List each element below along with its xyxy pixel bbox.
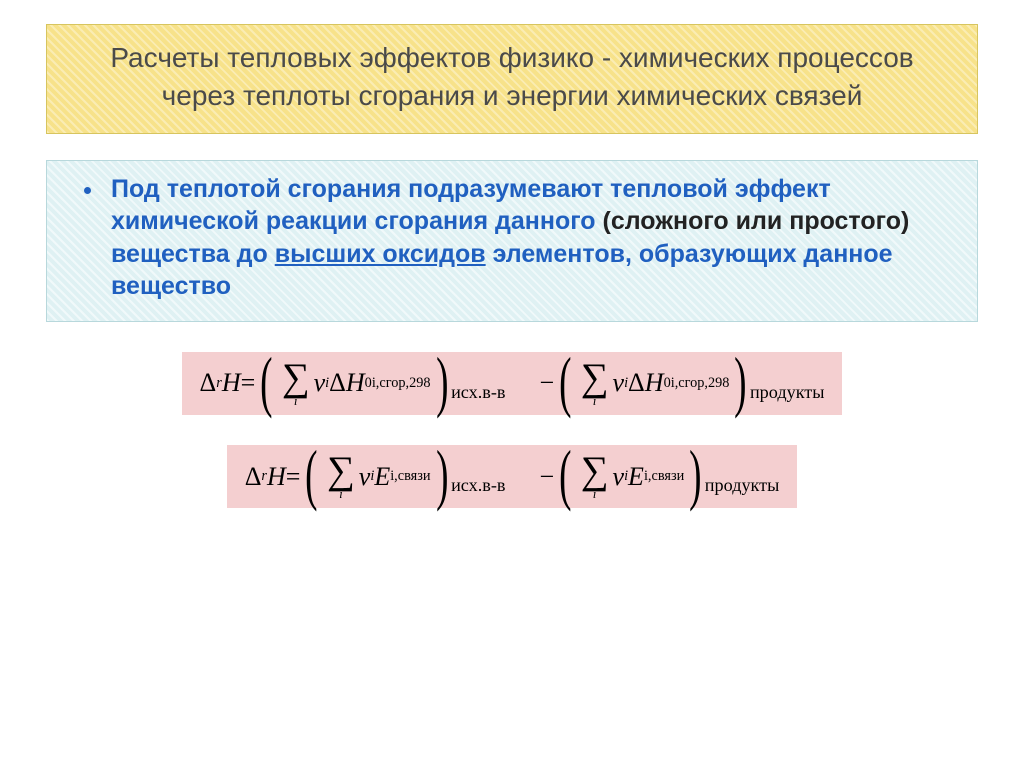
definition-box: Под теплотой сгорания подразумевают тепл… xyxy=(46,160,978,322)
slide-title: Расчеты тепловых эффектов физико - химич… xyxy=(46,24,978,134)
def-paren: (сложного или простого) xyxy=(603,207,910,235)
def-mid: вещества до xyxy=(111,240,275,268)
def-underline: высших оксидов xyxy=(275,240,486,268)
formula-bond-energy: ΔrH = ( ∑i νiEi,связи ) исх.в-в − ( ∑i ν… xyxy=(227,445,798,508)
formula-combustion: ΔrH = ( ∑i νiΔH0i,сгор,298 ) исх.в-в − (… xyxy=(182,352,843,415)
